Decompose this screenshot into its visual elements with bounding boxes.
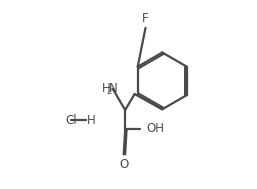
Text: O: O [119,158,128,171]
Text: Cl: Cl [66,114,77,127]
Text: F: F [142,12,149,25]
Text: H: H [102,82,111,95]
Text: N: N [109,82,117,95]
Text: H: H [87,114,95,127]
Text: OH: OH [146,122,164,135]
Text: 2: 2 [106,87,112,96]
